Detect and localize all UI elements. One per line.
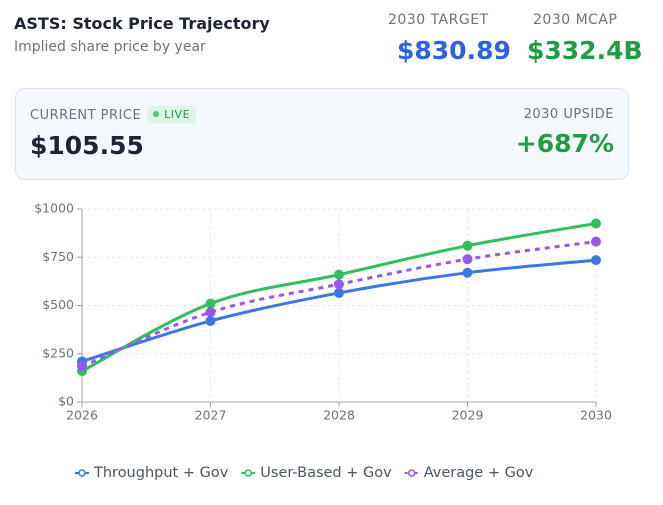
live-badge: LIVE (147, 106, 197, 123)
point (205, 298, 216, 309)
mcap-label: 2030 MCAP (533, 12, 618, 28)
point (462, 254, 473, 265)
point (334, 287, 344, 298)
x-tick-label: 2026 (66, 408, 98, 423)
point (334, 269, 344, 280)
y-tick-label: $0 (58, 394, 74, 409)
point (462, 267, 473, 278)
legend-dot (78, 469, 86, 477)
subtitle: Implied share price by year (14, 39, 206, 55)
point (591, 218, 601, 229)
y-tick-label: $500 (42, 297, 74, 312)
x-tick-label: 2029 (452, 408, 484, 423)
price-label: CURRENT PRICE (30, 108, 142, 123)
target-label: 2030 TARGET (388, 12, 489, 28)
mcap-value: $332.4B (527, 36, 643, 65)
legend-dot (407, 469, 416, 477)
x-tick-label: 2027 (195, 408, 227, 423)
title: ASTS: Stock Price Trajectory (14, 14, 270, 33)
target-value: $830.89 (397, 36, 511, 65)
point (462, 240, 473, 251)
legend-label: Average + Gov (424, 465, 534, 481)
legend-dot (244, 469, 253, 477)
upside-label: 2030 UPSIDE (523, 107, 614, 122)
point (334, 279, 344, 290)
point (591, 255, 601, 266)
summary-card: CURRENT PRICE LIVE $105.55 2030 UPSIDE +6… (15, 88, 629, 180)
legend-label: User-Based + Gov (260, 465, 392, 481)
x-tick-label: 2030 (580, 408, 612, 423)
y-tick-label: $1000 (34, 201, 74, 216)
x-tick-label: 2028 (323, 408, 355, 423)
point (205, 307, 216, 318)
legend-label: Throughput + Gov (93, 465, 229, 481)
y-tick-label: $750 (42, 249, 74, 264)
upside-value: +687% (515, 129, 614, 158)
point (77, 361, 87, 372)
point (205, 315, 216, 326)
y-tick-label: $250 (42, 345, 74, 360)
current-price: $105.55 (30, 131, 144, 160)
point (591, 236, 601, 247)
